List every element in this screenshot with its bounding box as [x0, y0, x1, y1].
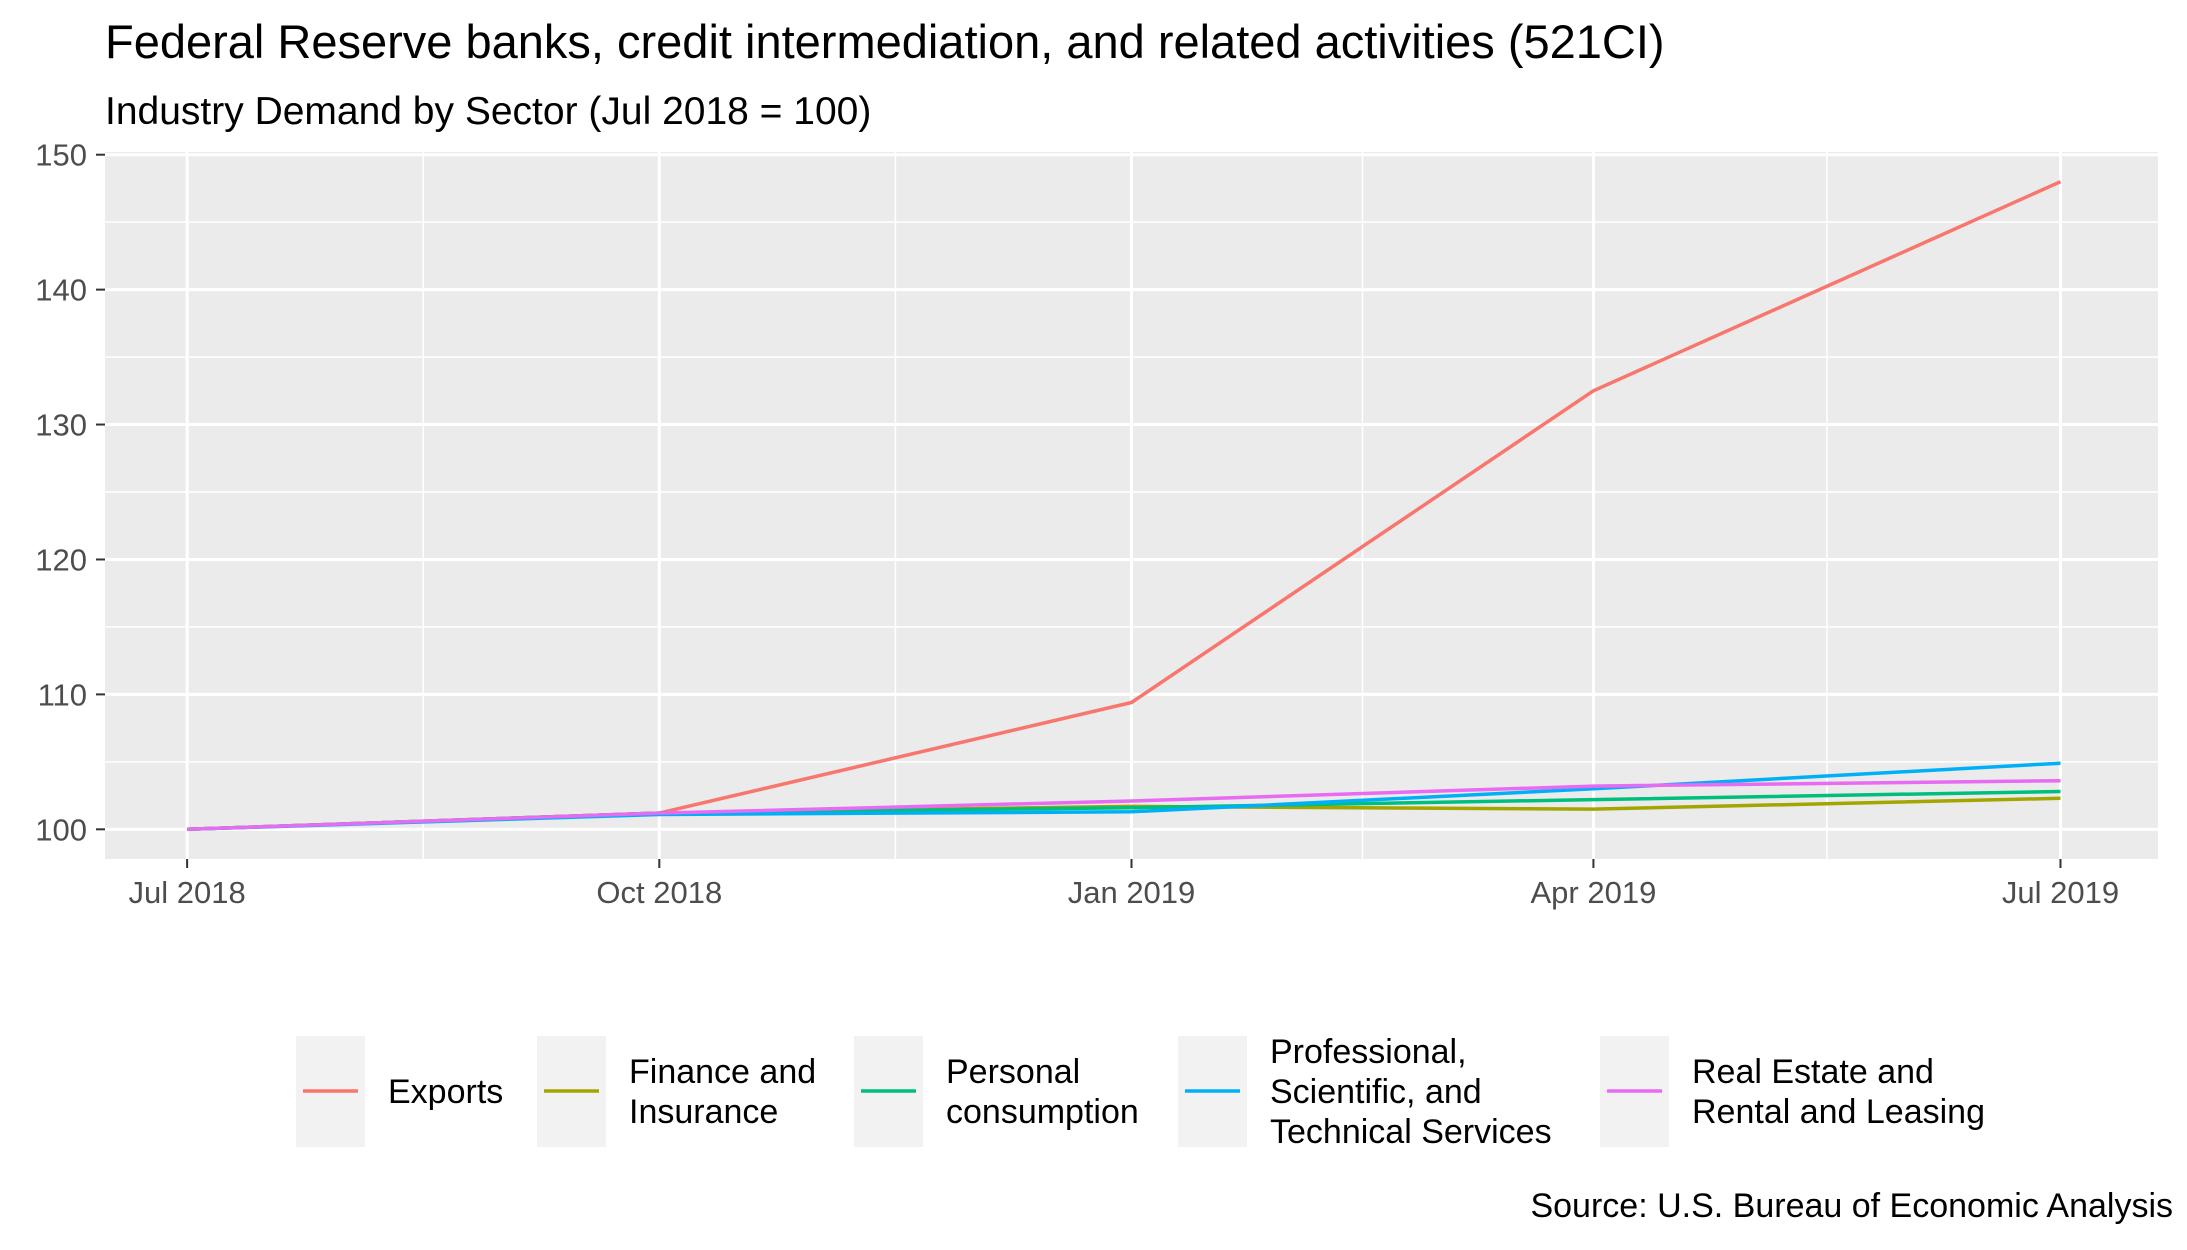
y-axis: 100 110 120 130 140 150 [35, 138, 105, 847]
x-tick-label: Jul 2018 [129, 875, 246, 910]
legend-label: Scientific, and [1270, 1073, 1482, 1111]
legend-label: Exports [388, 1073, 503, 1111]
legend-label: Personal [946, 1053, 1080, 1091]
x-tick-label: Apr 2019 [1531, 875, 1657, 910]
legend-label: Rental and Leasing [1692, 1093, 1985, 1131]
y-tick-label: 130 [35, 408, 87, 443]
legend-label: Technical Services [1270, 1113, 1552, 1151]
y-tick-label: 150 [35, 138, 87, 173]
source-caption: Source: U.S. Bureau of Economic Analysis [1530, 1187, 2173, 1225]
legend-item-0: Exports [296, 1036, 503, 1147]
y-tick-label: 140 [35, 273, 87, 308]
legend-label: Real Estate and [1692, 1053, 1934, 1091]
x-tick-label: Jan 2019 [1068, 875, 1196, 910]
legend-label: consumption [946, 1093, 1139, 1131]
x-tick-label: Jul 2019 [2002, 875, 2119, 910]
legend-label: Insurance [629, 1093, 778, 1131]
x-axis: Jul 2018 Oct 2018 Jan 2019 Apr 2019 Jul 2019 [129, 859, 2119, 910]
chart-subtitle: Industry Demand by Sector (Jul 2018 = 10… [105, 90, 872, 133]
legend-label: Finance and [629, 1053, 816, 1091]
y-tick-label: 120 [35, 542, 87, 577]
y-tick-label: 100 [35, 812, 87, 847]
chart-title: Federal Reserve banks, credit intermedia… [105, 15, 1665, 68]
series-lines [187, 180, 2062, 832]
x-tick-label: Oct 2018 [596, 875, 722, 910]
legend-label: Professional, [1270, 1033, 1467, 1071]
y-tick-label: 110 [38, 677, 87, 712]
series-line-4 [187, 778, 2061, 832]
